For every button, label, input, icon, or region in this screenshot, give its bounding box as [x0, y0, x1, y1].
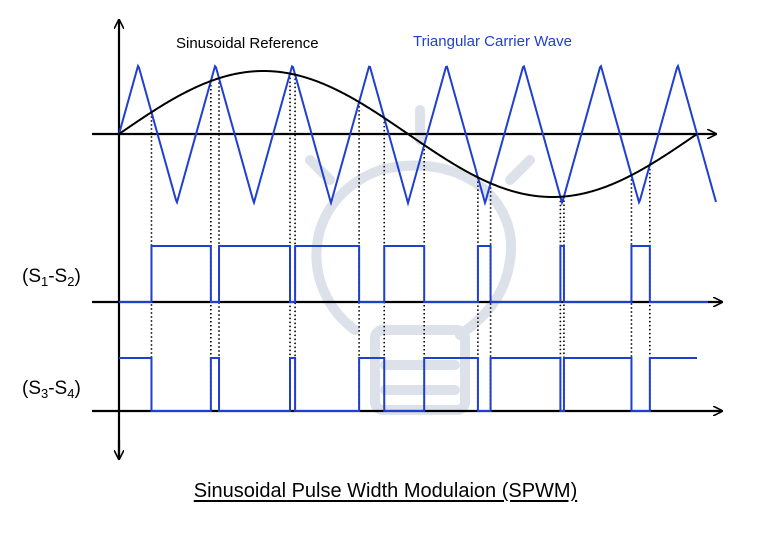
s34-label: (S3-S4): [22, 378, 81, 401]
diagram-caption: Sinusoidal Pulse Width Modulaion (SPWM): [193, 480, 578, 502]
triangular-carrier-label: Triangular Carrier Wave: [413, 33, 572, 50]
s12-pulse-train: [119, 245, 708, 303]
triangular-carrier-wave: [118, 63, 717, 207]
s12-label: (S1-S2): [22, 266, 81, 289]
s34-pulse-train: [119, 357, 697, 412]
lightbulb-watermark-icon: [305, 105, 535, 415]
sinusoidal-reference-wave: [118, 70, 698, 198]
sinusoidal-reference-label: Sinusoidal Reference: [176, 35, 319, 52]
